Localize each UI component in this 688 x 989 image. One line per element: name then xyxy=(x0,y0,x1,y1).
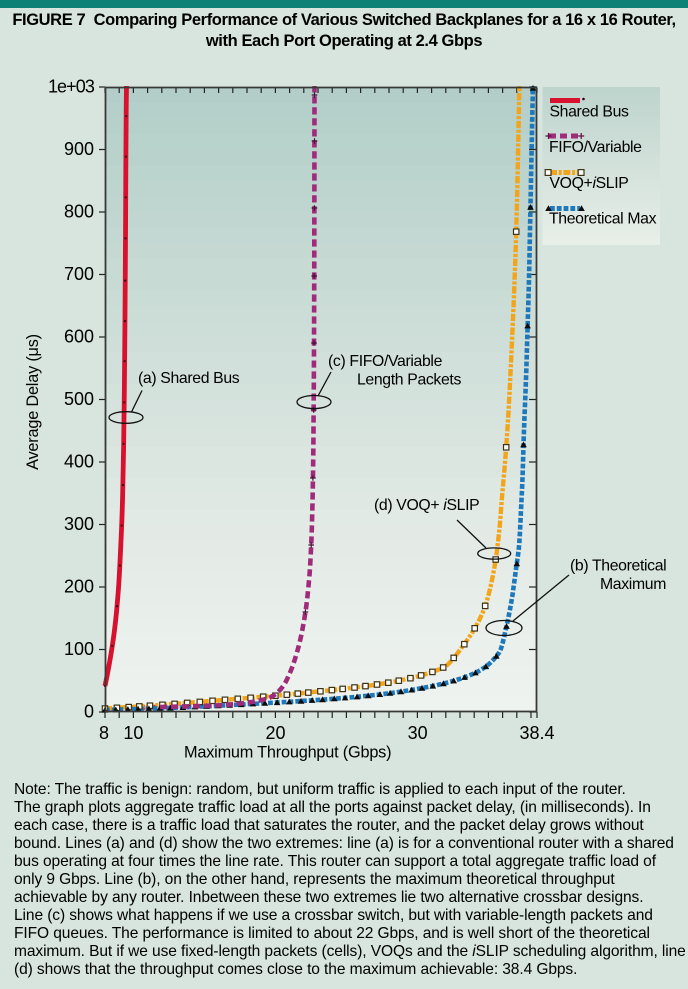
svg-text:(b) Theoretical: (b) Theoretical xyxy=(570,558,666,575)
svg-text:500: 500 xyxy=(64,389,94,409)
svg-text:800: 800 xyxy=(64,202,94,222)
svg-text:900: 900 xyxy=(64,139,94,159)
svg-text:20: 20 xyxy=(265,723,285,743)
svg-text:38.4: 38.4 xyxy=(519,723,554,743)
svg-text:(c) FIFO/Variable: (c) FIFO/Variable xyxy=(328,353,443,370)
svg-text:Average Delay (μs): Average Delay (μs) xyxy=(24,334,42,470)
svg-text:400: 400 xyxy=(64,452,94,472)
svg-text:200: 200 xyxy=(64,577,94,597)
svg-text:Maximum: Maximum xyxy=(600,576,666,593)
svg-text:600: 600 xyxy=(64,327,94,347)
svg-text:Length Packets: Length Packets xyxy=(357,372,461,389)
svg-text:8: 8 xyxy=(99,723,109,743)
svg-text:Shared Bus: Shared Bus xyxy=(550,104,629,121)
svg-text:700: 700 xyxy=(64,264,94,284)
svg-text:(a) Shared Bus: (a) Shared Bus xyxy=(138,370,240,387)
svg-text:100: 100 xyxy=(64,639,94,659)
svg-text:(d) VOQ+ iSLIP: (d) VOQ+ iSLIP xyxy=(374,497,479,514)
svg-text:30: 30 xyxy=(408,723,428,743)
svg-text:Maximum Throughput (Gbps): Maximum Throughput (Gbps) xyxy=(184,744,391,762)
svg-text:1e+03: 1e+03 xyxy=(48,77,95,97)
svg-text:300: 300 xyxy=(64,514,94,534)
svg-text:10: 10 xyxy=(123,723,143,743)
svg-text:Theoretical Max: Theoretical Max xyxy=(549,211,657,228)
svg-text:FIFO/Variable: FIFO/Variable xyxy=(549,139,642,156)
svg-text:VOQ+iSLIP: VOQ+iSLIP xyxy=(550,175,629,192)
svg-text:0: 0 xyxy=(84,702,94,722)
